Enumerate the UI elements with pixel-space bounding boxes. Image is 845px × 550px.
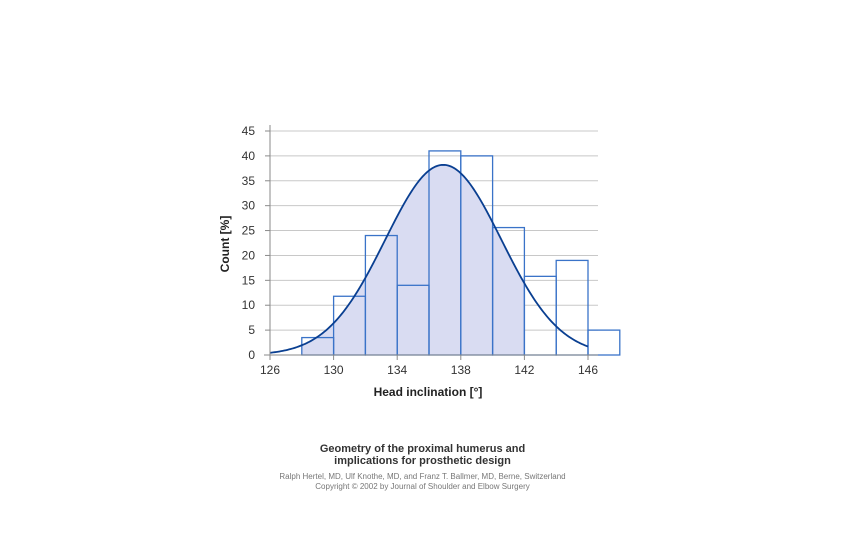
- y-axis-title: Count [%]: [218, 216, 232, 273]
- y-tick-label-5: 5: [248, 323, 255, 337]
- caption-title: Geometry of the proximal humerus and imp…: [0, 443, 845, 467]
- caption-authors: Ralph Hertel, MD, Ulf Knothe, MD, and Fr…: [279, 472, 566, 481]
- caption-credit: Ralph Hertel, MD, Ulf Knothe, MD, and Fr…: [0, 472, 845, 492]
- y-tick-label-35: 35: [242, 174, 256, 188]
- x-tick-label-130: 130: [324, 363, 344, 377]
- y-tick-label-30: 30: [242, 199, 256, 213]
- x-tick-label-126: 126: [260, 363, 280, 377]
- histogram-bar-144-146: [555, 259, 589, 356]
- x-tick-label-134: 134: [387, 363, 407, 377]
- y-tick-label-45: 45: [242, 124, 256, 138]
- x-tick-label-146: 146: [578, 363, 598, 377]
- histogram-bar-142-144: [523, 275, 557, 356]
- y-tick-label-0: 0: [248, 348, 255, 362]
- x-tick-label-138: 138: [451, 363, 471, 377]
- y-tick-labels: 0 5 10 15 20 25 30 35 40 45: [242, 124, 256, 362]
- curve-fill-area: [301, 164, 525, 355]
- y-tick-label-10: 10: [242, 298, 256, 312]
- caption-title-line-1: Geometry of the proximal humerus and: [319, 443, 526, 455]
- x-tick-label-142: 142: [514, 363, 534, 377]
- caption-copyright: Copyright © 2002 by Journal of Shoulder …: [315, 482, 530, 491]
- y-tick-label-15: 15: [242, 273, 256, 287]
- caption-title-line-2: implications for prosthetic design: [334, 455, 511, 467]
- y-tick-label-20: 20: [242, 248, 256, 262]
- histogram-bar-146-148: [587, 329, 621, 356]
- axes: [264, 125, 598, 360]
- y-tick-label-40: 40: [242, 149, 256, 163]
- normal-distribution-curve: [269, 163, 589, 354]
- x-tick-labels: 126 130 134 138 142 146: [260, 363, 598, 377]
- x-axis-title: Head inclination [°]: [374, 385, 483, 399]
- y-tick-label-25: 25: [242, 224, 256, 238]
